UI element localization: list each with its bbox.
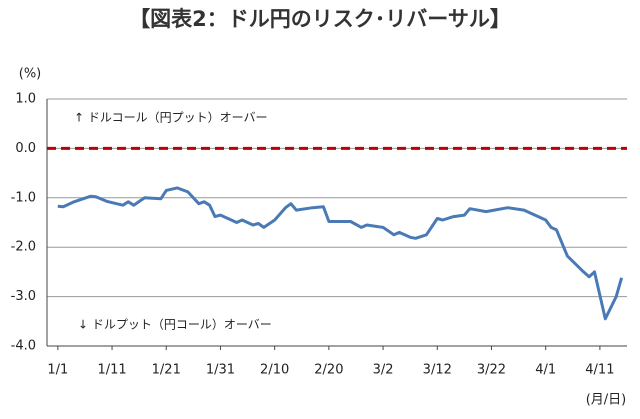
x-tick-label: 2/20	[314, 363, 343, 378]
x-tick-label: 1/11	[97, 363, 126, 378]
x-tick-label: 1/21	[152, 363, 181, 378]
y-tick-label: -3.0	[11, 289, 36, 304]
y-unit: (%)	[19, 67, 42, 82]
x-tick-label: 2/10	[260, 363, 289, 378]
data-line	[57, 186, 624, 321]
x-tick-label: 1/1	[47, 363, 68, 378]
x-unit: (月/日)	[586, 393, 627, 408]
x-tick-label: 4/1	[535, 363, 556, 378]
x-tick-label: 3/12	[423, 363, 452, 378]
y-tick-label: -2.0	[11, 240, 36, 255]
x-tick-label: 4/11	[585, 363, 614, 378]
chart-title: 【図表2：ドル円のリスク･リバーサル】	[129, 7, 511, 31]
annotation: ↑ ドルコール（円プット）オーバー	[74, 111, 268, 125]
y-tick-label: -1.0	[11, 190, 36, 205]
x-tick-label: 3/2	[373, 363, 394, 378]
y-tick-label: 0.0	[15, 141, 36, 156]
x-tick-label: 3/22	[477, 363, 506, 378]
y-tick-label: -4.0	[11, 339, 36, 354]
annotation: ↓ ドルプット（円コール）オーバー	[78, 318, 272, 332]
y-tick-label: 1.0	[15, 92, 36, 107]
x-tick-label: 1/31	[206, 363, 235, 378]
